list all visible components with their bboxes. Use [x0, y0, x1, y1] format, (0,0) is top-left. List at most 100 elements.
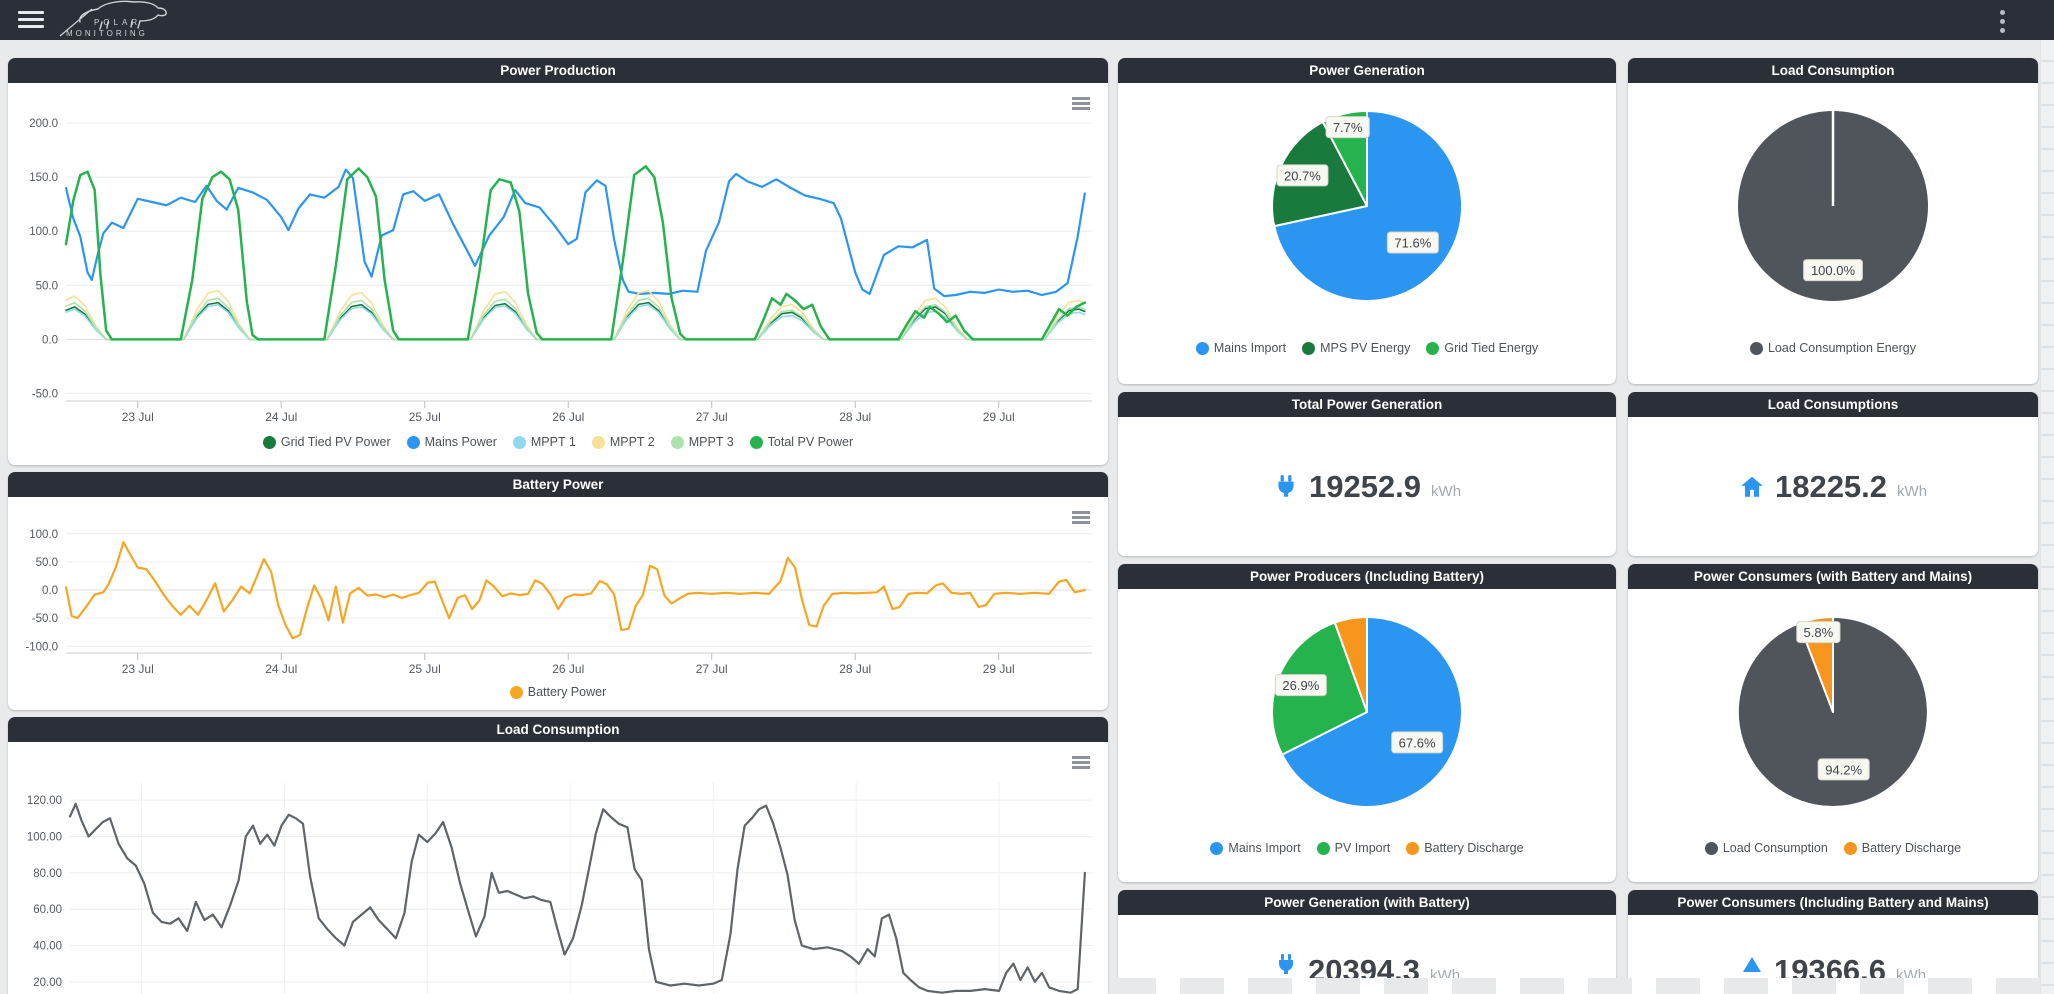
stat-value: 19252.9	[1308, 468, 1422, 504]
panel-power-producers-pie: Power Producers (Including Battery) 67.6…	[1118, 564, 1616, 882]
legend-label: MPPT 1	[530, 435, 576, 449]
legend-color-dot	[262, 435, 276, 449]
legend-item[interactable]: Mains Power	[406, 435, 497, 449]
power-producers-legend: Mains Import PV Import Battery Discharge	[1118, 841, 1616, 855]
legend-color-dot	[749, 435, 763, 449]
svg-text:26.9%: 26.9%	[1282, 678, 1319, 693]
svg-text:-100.0: -100.0	[25, 641, 58, 653]
svg-text:100.0%: 100.0%	[1811, 263, 1856, 278]
svg-text:27 Jul: 27 Jul	[696, 410, 728, 424]
panel-power-generation-pie: Power Generation 71.6% 20.7% 7.7% Mains Im…	[1118, 58, 1616, 384]
legend-item[interactable]: Mains Import	[1210, 841, 1301, 855]
total-power-generation-stat: 19252.9 kWh	[1118, 417, 1616, 556]
legend-color-dot	[512, 435, 526, 449]
power-production-legend: Grid Tied PV Power Mains Power MPPT 1 MPPT …	[8, 435, 1108, 449]
legend-item[interactable]: MPPT 1	[512, 435, 576, 449]
hamburger-menu-icon[interactable]	[18, 11, 44, 29]
svg-text:60.00: 60.00	[33, 904, 62, 916]
svg-text:25 Jul: 25 Jul	[409, 410, 441, 424]
legend-color-dot	[1749, 341, 1763, 355]
legend-label: Load Consumption	[1722, 841, 1828, 855]
legend-color-dot	[1704, 841, 1718, 855]
panel-title: Load Consumption	[8, 717, 1108, 742]
svg-text:100.0: 100.0	[29, 226, 58, 238]
power-generation-legend: Mains Import MPS PV Energy Grid Tied Energ…	[1118, 341, 1616, 355]
brand-top: POLAR	[94, 18, 142, 27]
legend-item[interactable]: Total PV Power	[749, 435, 854, 449]
svg-text:7.7%: 7.7%	[1333, 120, 1363, 135]
svg-text:0.0: 0.0	[42, 585, 58, 597]
legend-color-dot	[1426, 341, 1440, 355]
legend-item[interactable]: PV Import	[1316, 841, 1391, 855]
polar-monitoring-logo: POLAR MONITORING	[58, 0, 198, 40]
svg-text:20.7%: 20.7%	[1284, 168, 1321, 183]
legend-label: Battery Discharge	[1861, 841, 1962, 855]
legend-item[interactable]: Battery Power	[509, 685, 607, 699]
svg-text:26 Jul: 26 Jul	[552, 410, 584, 424]
bottom-cutoff-band	[1112, 978, 2042, 994]
house-icon	[1741, 476, 1763, 497]
svg-text:29 Jul: 29 Jul	[983, 662, 1015, 676]
legend-item[interactable]: MPS PV Energy	[1302, 341, 1410, 355]
stat-unit: kWh	[1431, 483, 1462, 500]
svg-text:28 Jul: 28 Jul	[839, 662, 871, 676]
brand-bottom: MONITORING	[66, 29, 148, 38]
legend-label: Mains Power	[424, 435, 497, 449]
panel-power-production: Power Production 200.0 150.0 100.0 50.0 0.0 -…	[8, 58, 1108, 465]
stat-value: 18225.2	[1774, 468, 1888, 504]
svg-text:29 Jul: 29 Jul	[983, 410, 1015, 424]
chart-menu-icon[interactable]	[1072, 511, 1090, 524]
svg-text:23 Jul: 23 Jul	[122, 410, 154, 424]
power-producers-pie-chart: 67.6% 26.9%	[1118, 597, 1616, 827]
svg-text:120.00: 120.00	[27, 795, 62, 807]
legend-item[interactable]: Battery Discharge	[1406, 841, 1524, 855]
load-consumptions-stat: 18225.2 kWh	[1628, 417, 2038, 556]
svg-text:100.00: 100.00	[27, 832, 62, 844]
legend-label: Mains Import	[1228, 841, 1301, 855]
vertical-scrollbar[interactable]	[2040, 40, 2054, 994]
legend-item[interactable]: Load Consumption	[1704, 841, 1828, 855]
panel-battery-power: Battery Power 100.0 50.0 0.0 -50.0 -100.0 23 …	[8, 472, 1108, 710]
legend-color-dot	[1406, 841, 1420, 855]
legend-label: PV Import	[1334, 841, 1391, 855]
polar-bear-icon	[59, 0, 167, 37]
legend-label: Grid Tied Energy	[1444, 341, 1539, 355]
legend-item[interactable]: Load Consumption Energy	[1749, 341, 1916, 355]
legend-item[interactable]: Battery Discharge	[1843, 841, 1962, 855]
legend-color-dot	[1195, 341, 1209, 355]
plug-icon	[1278, 954, 1293, 974]
chart-menu-icon[interactable]	[1072, 97, 1090, 110]
power-production-chart: 200.0 150.0 100.0 50.0 0.0 -50.0 23 Jul 24 Jul 2…	[8, 83, 1108, 431]
power-generation-pie-chart: 71.6% 20.7% 7.7%	[1118, 91, 1616, 321]
power-consumers-pie-chart: 94.2% 5.8%	[1628, 597, 2038, 827]
legend-item[interactable]: MPPT 2	[591, 435, 655, 449]
legend-color-dot	[1316, 841, 1330, 855]
legend-label: Total PV Power	[767, 435, 854, 449]
legend-label: Battery Power	[527, 685, 607, 699]
legend-color-dot	[670, 435, 684, 449]
legend-color-dot	[406, 435, 420, 449]
stat-unit: kWh	[1897, 483, 1928, 500]
panel-title: Power Production	[8, 58, 1108, 83]
svg-text:5.8%: 5.8%	[1804, 625, 1834, 640]
svg-text:40.00: 40.00	[33, 941, 62, 953]
top-bar: POLAR MONITORING	[0, 0, 2054, 40]
panel-load-consumptions: Load Consumptions 18225.2 kWh	[1628, 392, 2038, 556]
legend-item[interactable]: Grid Tied Energy	[1426, 341, 1538, 355]
legend-item[interactable]: MPPT 3	[670, 435, 734, 449]
legend-item[interactable]: Mains Import	[1195, 341, 1286, 355]
panel-title: Battery Power	[8, 472, 1108, 497]
chart-menu-icon[interactable]	[1072, 756, 1090, 769]
svg-text:23 Jul: 23 Jul	[122, 662, 154, 676]
svg-text:-50.0: -50.0	[32, 388, 58, 400]
svg-text:150.0: 150.0	[29, 172, 58, 184]
legend-item[interactable]: Grid Tied PV Power	[262, 435, 391, 449]
panel-title: Power Consumers (with Battery and Mains)	[1628, 564, 2038, 589]
battery-power-legend: Battery Power	[8, 685, 1108, 699]
panel-power-consumers-pie: Power Consumers (with Battery and Mains)…	[1628, 564, 2038, 882]
legend-label: MPS PV Energy	[1320, 341, 1411, 355]
load-consumption-chart: 120.00 100.00 80.00 60.00 40.00 20.00	[8, 742, 1108, 994]
kebab-menu-icon[interactable]	[1992, 8, 2012, 34]
triangle-up-icon	[1742, 957, 1761, 972]
